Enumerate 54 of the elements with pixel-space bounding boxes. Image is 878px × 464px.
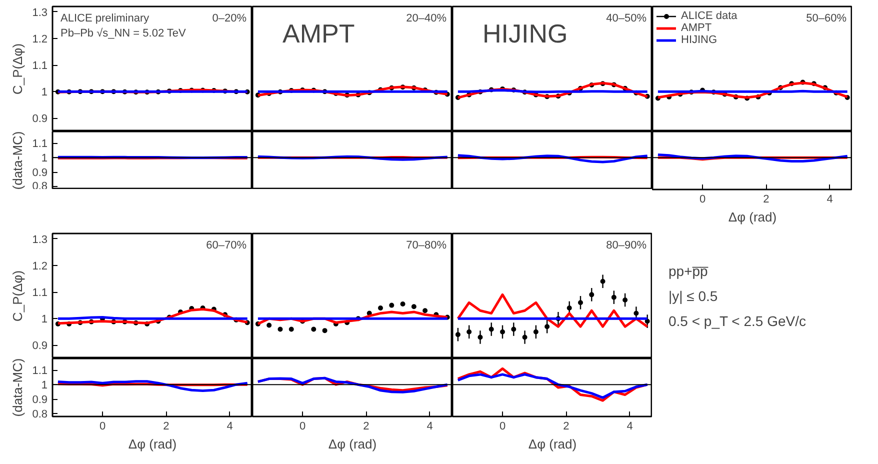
x-tick-label: 4 [226, 420, 233, 432]
y-tick-label: 1.2 [32, 33, 48, 46]
x-tick-label: 2 [763, 194, 770, 206]
x-axis-title: Δφ (rad) [328, 436, 377, 452]
x-tick-label: 0 [99, 420, 106, 432]
text: 40–50% [606, 12, 647, 24]
y-tick-label: 0.9 [32, 340, 48, 352]
text: |y| ≤ 0.5 [668, 288, 718, 304]
y-tick-label: 1 [41, 314, 48, 326]
x-tick-label: 4 [626, 420, 633, 432]
x-axis-title: Δφ (rad) [728, 210, 777, 224]
y-axis-title: C_P(Δφ) [10, 270, 26, 322]
y-tick-label: 1.1 [32, 365, 48, 378]
legend-label: ALICE data [681, 10, 738, 22]
text: 0–20% [212, 12, 247, 24]
text: 80–90% [606, 240, 647, 252]
text: pp+p̅p̅ [668, 263, 710, 279]
x-tick-label: 2 [363, 420, 370, 432]
y-tick-label: 1.3 [32, 6, 48, 19]
annotation: HIJING [482, 18, 568, 48]
y-tick-label: 1.3 [32, 234, 48, 246]
text: 70–80% [406, 240, 447, 252]
y-tick-label: 0.9 [32, 113, 48, 126]
legend-label: HIJING [681, 34, 718, 46]
text: 60–70% [206, 240, 247, 252]
y-tick-label: 1 [41, 380, 48, 392]
x-tick-label: 0 [499, 420, 506, 432]
x-tick-label: 0 [299, 420, 306, 432]
x-axis-title: Δφ (rad) [128, 436, 177, 452]
annotation: ALICE preliminary [60, 12, 150, 24]
y-tick-label: 1.1 [32, 287, 48, 300]
y-axis-title: (data-MC) [10, 131, 26, 190]
text: 0.5 < p_T < 2.5 GeV/c [668, 313, 806, 329]
y-tick-label: 0.8 [32, 408, 48, 421]
x-tick-label: 0 [699, 194, 706, 206]
y-axis-title: C_P(Δφ) [10, 43, 26, 95]
x-tick-label: 2 [563, 420, 570, 432]
y-tick-label: 1 [41, 86, 48, 99]
y-tick-label: 1.2 [32, 260, 48, 272]
legend-label: AMPT [681, 22, 712, 34]
x-tick-label: 4 [426, 420, 433, 432]
annotation: Pb–Pb √s_NN = 5.02 TeV [60, 28, 187, 40]
annotation: AMPT [282, 18, 355, 48]
y-tick-label: 0.9 [32, 167, 48, 180]
y-tick-label: 1.1 [32, 138, 48, 150]
text: 20–40% [406, 12, 447, 24]
y-axis-title: (data-MC) [10, 358, 26, 417]
x-axis-title: Δφ (rad) [528, 436, 577, 452]
x-tick-label: 2 [163, 420, 170, 432]
x-tick-label: 4 [826, 194, 833, 206]
y-tick-label: 1 [41, 152, 48, 165]
y-tick-label: 1.1 [32, 60, 48, 72]
y-tick-label: 0.9 [32, 394, 48, 406]
text: 50–60% [806, 12, 847, 24]
